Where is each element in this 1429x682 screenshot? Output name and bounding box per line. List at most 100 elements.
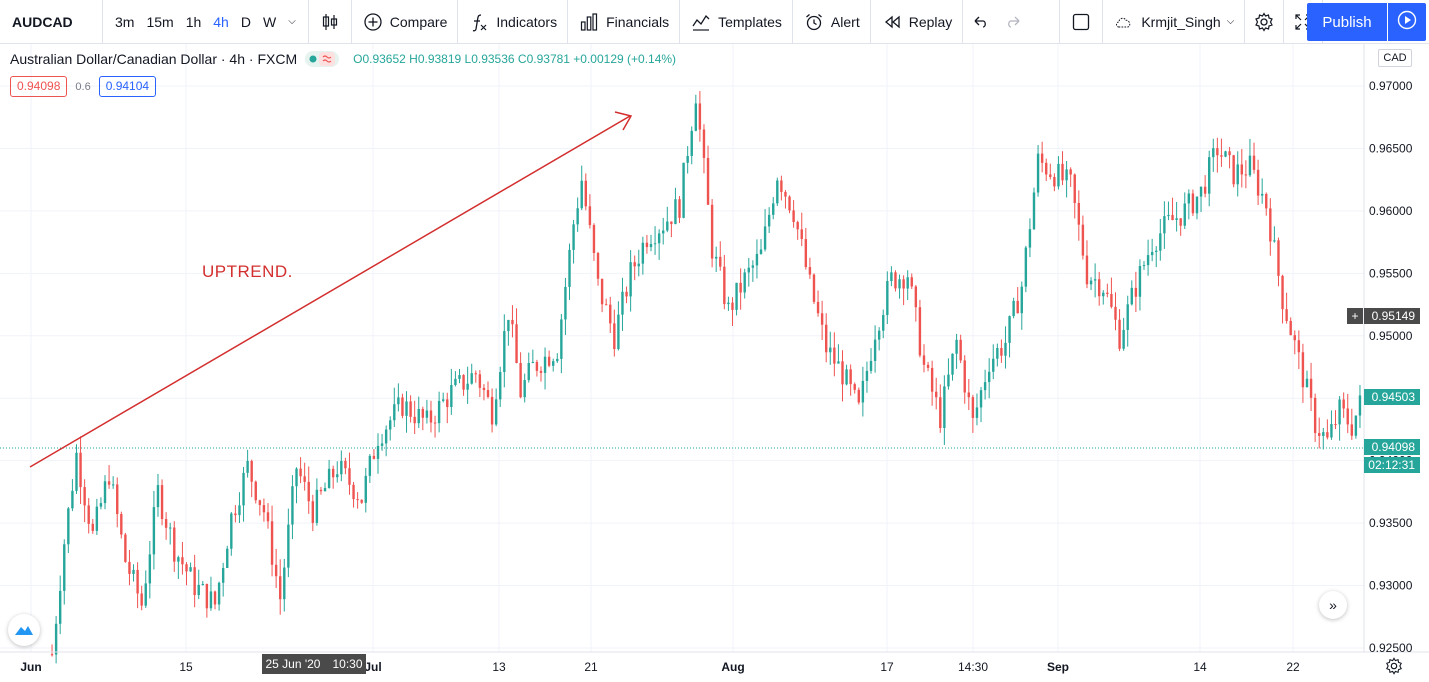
candle bbox=[662, 217, 665, 245]
candle bbox=[287, 508, 290, 578]
alarm-clock-icon bbox=[803, 11, 825, 33]
candle bbox=[833, 332, 836, 377]
candle bbox=[539, 366, 543, 382]
interval-w[interactable]: W bbox=[262, 13, 277, 30]
candle bbox=[1138, 259, 1142, 311]
sell-button[interactable]: 0.94098 bbox=[10, 76, 68, 97]
candle bbox=[1134, 271, 1138, 313]
candle bbox=[983, 369, 987, 400]
settings-button[interactable] bbox=[1245, 0, 1283, 44]
candle bbox=[780, 175, 783, 201]
chevron-down-icon[interactable]: ⌵ bbox=[288, 16, 296, 27]
buy-button[interactable]: 0.94104 bbox=[98, 76, 157, 97]
redo-button[interactable] bbox=[997, 0, 1031, 44]
candle bbox=[926, 361, 930, 372]
candle bbox=[1326, 419, 1329, 440]
candle bbox=[156, 473, 160, 517]
toolbar-divider bbox=[1244, 0, 1246, 44]
candle bbox=[246, 449, 249, 478]
price-axis: 0.970000.965000.960000.955000.950000.945… bbox=[1369, 79, 1413, 655]
candle bbox=[621, 277, 624, 331]
candle bbox=[168, 522, 172, 545]
indicators-button[interactable]: Indicators bbox=[458, 0, 567, 44]
financials-label: Financials bbox=[606, 13, 670, 30]
legend-ohlc: O0.93652 H0.93819 L0.93536 C0.93781 +0.0… bbox=[353, 52, 677, 66]
candle bbox=[1305, 370, 1309, 388]
candle bbox=[609, 296, 612, 333]
financials-button[interactable]: Financials bbox=[568, 0, 679, 44]
candle bbox=[580, 165, 583, 211]
candle bbox=[238, 492, 241, 524]
candle bbox=[274, 548, 278, 589]
candle bbox=[507, 319, 510, 346]
candle bbox=[947, 358, 950, 390]
play-circle-icon bbox=[1397, 10, 1417, 35]
candle bbox=[849, 364, 852, 396]
tradingview-logo[interactable] bbox=[8, 614, 40, 646]
layout-name-menu[interactable]: Krmjit_Singh ⌵ bbox=[1103, 0, 1244, 44]
candle bbox=[1330, 410, 1333, 440]
top-toolbar: AUDCAD 3m 15m 1h 4h D W ⌵ Compare bbox=[0, 0, 1429, 44]
publish-menu-button[interactable] bbox=[1388, 3, 1426, 41]
candle bbox=[1085, 240, 1089, 289]
chart-type-button[interactable] bbox=[309, 0, 351, 44]
scroll-to-realtime-button[interactable]: » bbox=[1319, 591, 1347, 619]
candle bbox=[1240, 149, 1244, 188]
candle bbox=[645, 234, 649, 254]
alert-button[interactable]: Alert bbox=[793, 0, 870, 44]
candle bbox=[364, 467, 367, 513]
candle bbox=[1146, 239, 1150, 276]
candle bbox=[1106, 283, 1109, 298]
candle bbox=[666, 206, 669, 233]
interval-3m[interactable]: 3m bbox=[115, 13, 135, 30]
candle bbox=[727, 296, 730, 311]
candle bbox=[588, 194, 592, 229]
chart-settings-button[interactable] bbox=[1385, 657, 1403, 675]
candle bbox=[625, 286, 628, 304]
candle bbox=[547, 350, 551, 368]
candle bbox=[1208, 150, 1211, 207]
candle bbox=[393, 387, 396, 427]
candle bbox=[763, 209, 767, 252]
interval-d[interactable]: D bbox=[240, 13, 251, 30]
candle bbox=[1155, 246, 1158, 268]
candle bbox=[421, 406, 425, 431]
compare-button[interactable]: Compare bbox=[352, 0, 458, 44]
symbol-search[interactable]: AUDCAD bbox=[12, 13, 73, 30]
replay-button[interactable]: Replay bbox=[871, 0, 963, 44]
toolbar-divider bbox=[1102, 0, 1104, 44]
currency-label[interactable]: CAD bbox=[1378, 49, 1412, 67]
candle bbox=[433, 415, 437, 438]
undo-button[interactable] bbox=[963, 0, 997, 44]
toolbar-divider bbox=[1059, 0, 1061, 44]
interval-4h[interactable]: 4h bbox=[213, 13, 229, 30]
uptrend-annotation[interactable]: UPTREND. bbox=[202, 262, 293, 281]
candle bbox=[1220, 138, 1223, 167]
interval-1h[interactable]: 1h bbox=[185, 13, 202, 30]
candle bbox=[380, 434, 384, 451]
candle bbox=[772, 197, 775, 220]
candle bbox=[503, 314, 506, 388]
candle bbox=[902, 275, 905, 306]
candle bbox=[845, 364, 848, 386]
candle bbox=[230, 511, 233, 556]
templates-button[interactable]: Templates bbox=[680, 0, 792, 44]
candle bbox=[535, 359, 539, 377]
add-price-icon[interactable]: + bbox=[1347, 308, 1363, 324]
publish-button[interactable]: Publish bbox=[1307, 3, 1387, 41]
market-status[interactable] bbox=[305, 51, 340, 67]
candle bbox=[898, 274, 901, 299]
layout-button[interactable] bbox=[1060, 0, 1102, 44]
candle bbox=[824, 313, 828, 363]
candle bbox=[604, 298, 608, 306]
x-tick-label: 22 bbox=[1286, 660, 1300, 674]
price-chart[interactable]: 0.97000 0.96500 0.96000 0.95500 0.95000 0.945… bbox=[0, 44, 1429, 682]
interval-15m[interactable]: 15m bbox=[146, 13, 174, 30]
candle bbox=[576, 197, 579, 232]
candle bbox=[877, 327, 881, 351]
candle bbox=[372, 449, 376, 460]
candle bbox=[478, 370, 482, 397]
candle bbox=[1004, 326, 1007, 369]
candle bbox=[1232, 154, 1235, 188]
crosshair-date-tag: 25 Jun '20 10:30 bbox=[262, 654, 366, 674]
